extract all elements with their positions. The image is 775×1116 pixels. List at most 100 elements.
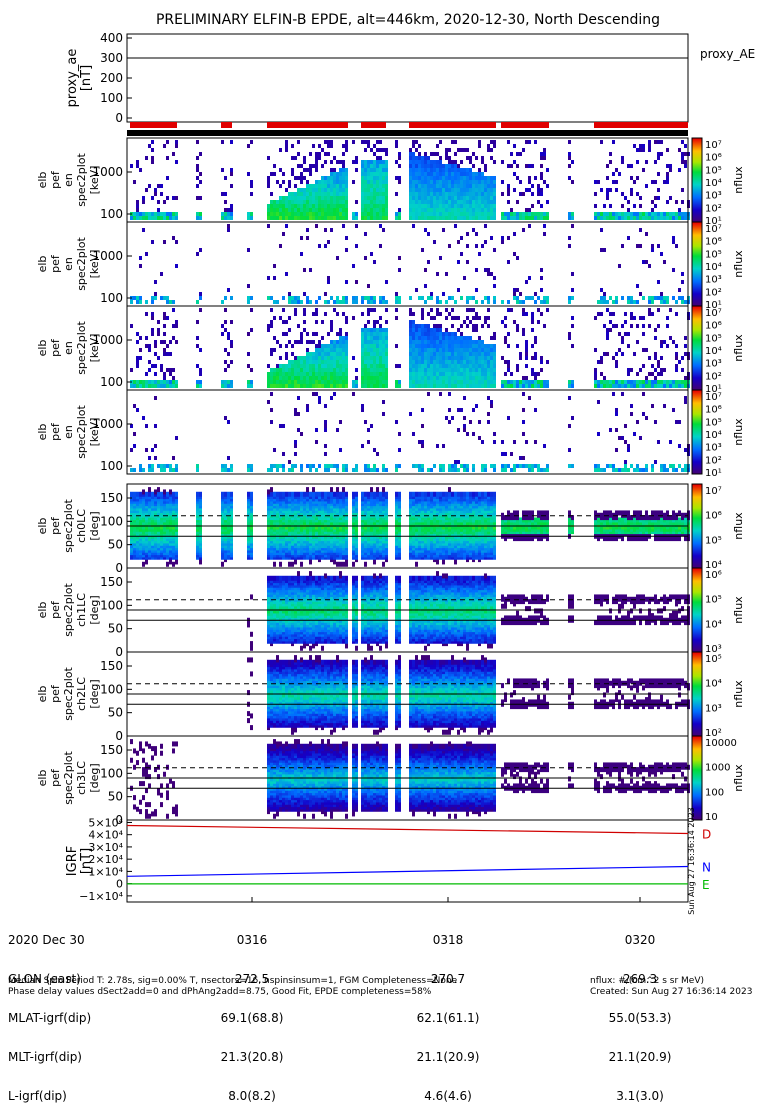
energy-cell <box>145 384 148 388</box>
energy-cell <box>445 360 448 364</box>
energy-cell <box>250 192 253 196</box>
energy-cell <box>531 380 534 384</box>
energy-cell <box>436 444 439 448</box>
energy-cell <box>409 160 412 164</box>
energy-cell <box>361 296 364 300</box>
energy-cell <box>466 352 469 356</box>
energy-cell <box>172 380 175 384</box>
energy-cell <box>678 464 681 468</box>
energy-cell <box>247 364 250 368</box>
energy-cell <box>224 416 227 420</box>
energy-cell <box>342 184 345 188</box>
energy-cell <box>395 420 398 424</box>
energy-cell <box>493 160 496 164</box>
energy-cell <box>379 328 382 332</box>
energy-cell <box>163 468 166 472</box>
energy-cell <box>227 352 230 356</box>
energy-cell <box>385 184 388 188</box>
energy-cell <box>315 308 318 312</box>
energy-cell <box>418 380 421 384</box>
energy-cell <box>318 372 321 376</box>
energy-cell <box>463 340 466 344</box>
energy-cell <box>267 224 270 228</box>
energy-cell <box>507 164 510 168</box>
energy-cell <box>481 344 484 348</box>
energy-cell <box>594 204 597 208</box>
energy-cbar-title: nflux <box>732 418 745 446</box>
energy-cell <box>681 188 684 192</box>
energy-cell <box>267 324 270 328</box>
energy-cell <box>291 364 294 368</box>
energy-cell <box>504 380 507 384</box>
energy-cell <box>321 376 324 380</box>
energy-cell <box>339 420 342 424</box>
energy-cell <box>525 212 528 216</box>
energy-cell <box>436 188 439 192</box>
energy-cell <box>382 356 385 360</box>
energy-cell <box>424 192 427 196</box>
energy-cell <box>633 380 636 384</box>
energy-cell <box>333 200 336 204</box>
energy-cell <box>361 160 364 164</box>
energy-cell <box>412 332 415 336</box>
energy-cell <box>166 316 169 320</box>
pa-cell <box>279 562 282 567</box>
energy-cell <box>594 372 597 376</box>
energy-cell <box>327 384 330 388</box>
energy-cell <box>571 344 574 348</box>
energy-cell <box>490 204 493 208</box>
energy-cell <box>415 148 418 152</box>
energy-cell <box>379 204 382 208</box>
energy-cell <box>463 360 466 364</box>
energy-cell <box>454 340 457 344</box>
energy-cell <box>427 168 430 172</box>
energy-cell <box>376 156 379 160</box>
energy-cell <box>531 468 534 472</box>
energy-cell <box>421 196 424 200</box>
energy-cell <box>409 312 412 316</box>
energy-cell <box>230 468 233 472</box>
energy-cell <box>457 344 460 348</box>
energy-cell <box>370 172 373 176</box>
energy-cell <box>327 364 330 368</box>
energy-cell <box>507 416 510 420</box>
energy-cell <box>418 176 421 180</box>
energy-cell <box>627 164 630 168</box>
energy-cell <box>224 464 227 468</box>
energy-cell <box>379 324 382 328</box>
energy-cell <box>594 376 597 380</box>
energy-cell <box>522 308 525 312</box>
energy-cell <box>463 180 466 184</box>
energy-cell <box>327 356 330 360</box>
energy-cell <box>300 188 303 192</box>
energy-cell <box>282 172 285 176</box>
energy-cell <box>657 360 660 364</box>
energy-cell <box>139 300 142 304</box>
energy-cell <box>460 376 463 380</box>
energy-cell <box>312 332 315 336</box>
energy-cell <box>445 356 448 360</box>
energy-cell <box>493 200 496 204</box>
energy-cell <box>472 200 475 204</box>
energy-cell <box>367 332 370 336</box>
energy-cell <box>163 372 166 376</box>
energy-cell <box>660 340 663 344</box>
energy-cell <box>540 360 543 364</box>
energy-cell <box>445 380 448 384</box>
energy-cell <box>487 372 490 376</box>
energy-cell <box>654 336 657 340</box>
energy-cell <box>333 360 336 364</box>
energy-cell <box>364 336 367 340</box>
energy-cell <box>463 168 466 172</box>
energy-cell <box>681 160 684 164</box>
energy-cell <box>342 364 345 368</box>
energy-cell <box>481 376 484 380</box>
energy-cell <box>230 360 233 364</box>
energy-cell <box>139 468 142 472</box>
energy-cell <box>663 380 666 384</box>
energy-cell <box>507 464 510 468</box>
energy-cell <box>642 380 645 384</box>
energy-cell <box>145 372 148 376</box>
energy-cbar-label: 10³ <box>705 275 722 286</box>
energy-cell <box>315 380 318 384</box>
